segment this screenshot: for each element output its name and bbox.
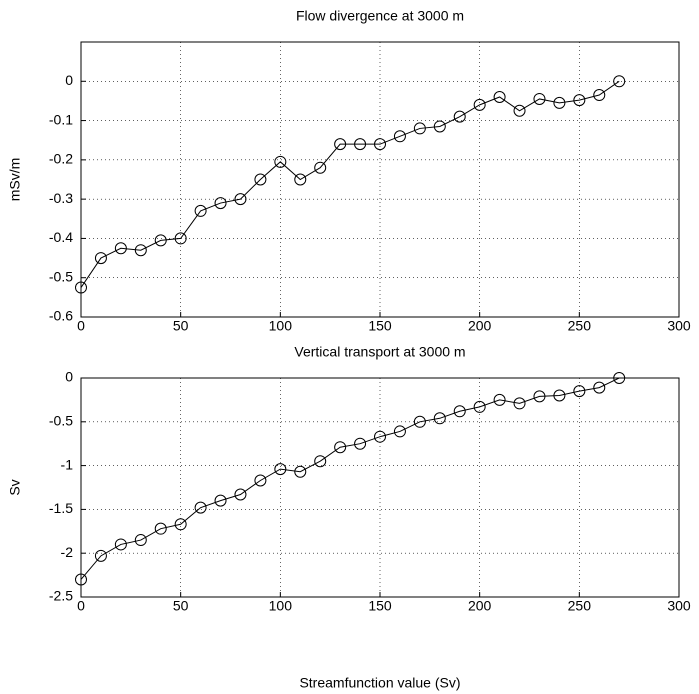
x-tick-label: 300 (667, 598, 691, 614)
data-point (493, 393, 506, 406)
chart-title: Vertical transport at 3000 m (294, 344, 465, 360)
data-point (473, 98, 486, 111)
x-axis-label: Streamfunction value (Sv) (299, 675, 460, 691)
data-point (314, 161, 327, 174)
data-line (80, 377, 620, 580)
data-point (374, 430, 386, 443)
data-point (393, 425, 406, 438)
y-tick-label: -0.3 (49, 190, 73, 206)
data-point (433, 120, 446, 133)
y-tick-label: -0.6 (49, 308, 73, 324)
y-tick-label: 0 (65, 369, 73, 385)
data-line (80, 80, 620, 288)
data-point (573, 94, 586, 107)
y-tick-label: -0.1 (49, 111, 73, 127)
data-point (75, 573, 87, 586)
x-tick-label: 50 (173, 318, 189, 334)
data-point (214, 197, 227, 210)
data-point (234, 193, 247, 206)
data-point (613, 372, 626, 384)
data-point (294, 465, 307, 478)
data-point (593, 381, 606, 394)
x-tick-label: 300 (667, 318, 691, 334)
x-tick-label: 0 (77, 598, 85, 614)
data-point (533, 92, 546, 105)
plot-frame (80, 41, 680, 318)
y-tick-label: -0.5 (49, 268, 73, 284)
y-tick-label: 0 (65, 72, 73, 88)
y-tick-label: -2 (61, 544, 74, 560)
data-point (493, 91, 506, 103)
data-point (154, 234, 167, 247)
data-point (413, 415, 426, 428)
data-point (154, 522, 167, 535)
y-tick-label: -0.2 (49, 151, 73, 167)
data-point (593, 89, 606, 102)
data-point (314, 455, 327, 468)
data-point (194, 204, 207, 217)
data-point (114, 242, 127, 255)
y-tick-label: -0.5 (49, 413, 73, 429)
data-point (214, 494, 227, 507)
data-point (334, 441, 347, 454)
y-tick-label: -2.5 (49, 588, 73, 604)
data-point (573, 385, 586, 398)
chart-title: Flow divergence at 3000 m (296, 8, 464, 24)
data-point (134, 534, 147, 547)
plot-frame (80, 377, 680, 598)
data-point (274, 155, 287, 168)
data-point (533, 390, 546, 403)
data-point (433, 412, 446, 425)
y-tick-label: -0.4 (49, 229, 73, 245)
data-point (453, 405, 466, 418)
data-point (174, 518, 187, 531)
data-point (174, 232, 187, 245)
data-point (473, 400, 486, 413)
data-point (94, 252, 107, 265)
x-tick-label: 250 (568, 318, 592, 334)
x-tick-label: 50 (173, 598, 189, 614)
x-tick-label: 200 (468, 318, 492, 334)
x-tick-label: 200 (468, 598, 492, 614)
x-tick-label: 150 (368, 318, 392, 334)
data-point (374, 138, 386, 151)
data-point (393, 130, 406, 143)
data-point (254, 173, 267, 186)
data-point (553, 389, 566, 402)
data-point (354, 138, 367, 151)
data-point (234, 488, 247, 501)
data-point (134, 244, 147, 257)
data-point (453, 110, 466, 123)
data-point (513, 397, 526, 410)
data-point (114, 538, 127, 551)
y-tick-label: -1.5 (49, 500, 73, 516)
data-point (274, 463, 287, 476)
data-point (613, 75, 626, 88)
data-point (354, 437, 367, 450)
data-point (194, 501, 207, 514)
x-tick-label: 100 (269, 318, 293, 334)
x-tick-label: 150 (368, 598, 392, 614)
data-point (94, 549, 107, 562)
data-point (553, 96, 566, 109)
data-point (294, 173, 307, 186)
x-tick-label: 100 (269, 598, 293, 614)
y-tick-label: -1 (61, 456, 74, 472)
x-tick-label: 250 (568, 598, 592, 614)
data-point (75, 281, 87, 294)
data-point (334, 138, 347, 151)
data-point (254, 474, 267, 487)
data-point (413, 122, 426, 135)
x-tick-label: 0 (77, 318, 85, 334)
y-axis-label: mSv/m (7, 158, 23, 202)
data-point (513, 104, 526, 117)
y-axis-label: Sv (7, 479, 23, 495)
